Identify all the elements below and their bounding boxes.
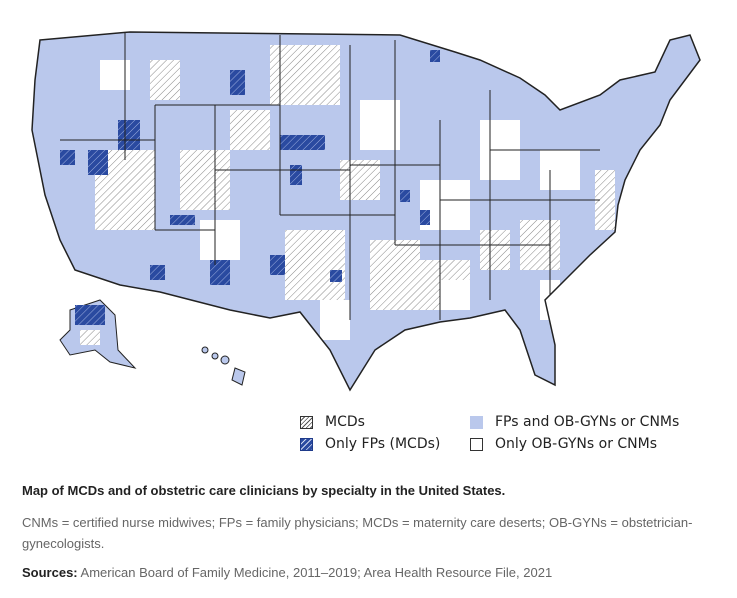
alaska <box>59 299 137 369</box>
figure-sources: Sources: American Board of Family Medici… <box>22 565 553 580</box>
legend-item-only-fps: Only FPs (MCDs) <box>300 436 470 452</box>
figure-caption: Map of MCDs and of obstetric care clinic… <box>22 483 506 498</box>
figure-notes: CNMs = certified nurse midwives; FPs = f… <box>22 515 693 551</box>
white-swatch-icon <box>470 437 483 451</box>
map-legend: MCDs FPs and OB-GYNs or CNMs Only FPs (M… <box>300 414 720 452</box>
hawaii <box>201 346 246 386</box>
legend-item-fp-obgyn: FPs and OB-GYNs or CNMs <box>470 414 720 430</box>
light-blue-swatch-icon <box>470 415 483 429</box>
legend-item-mcds: MCDs <box>300 414 470 430</box>
legend-item-only-obgyn: Only OB-GYNs or CNMs <box>470 436 720 452</box>
dark-blue-swatch-icon <box>300 437 313 451</box>
hatch-swatch-icon <box>300 415 313 429</box>
us-map <box>31 31 701 391</box>
